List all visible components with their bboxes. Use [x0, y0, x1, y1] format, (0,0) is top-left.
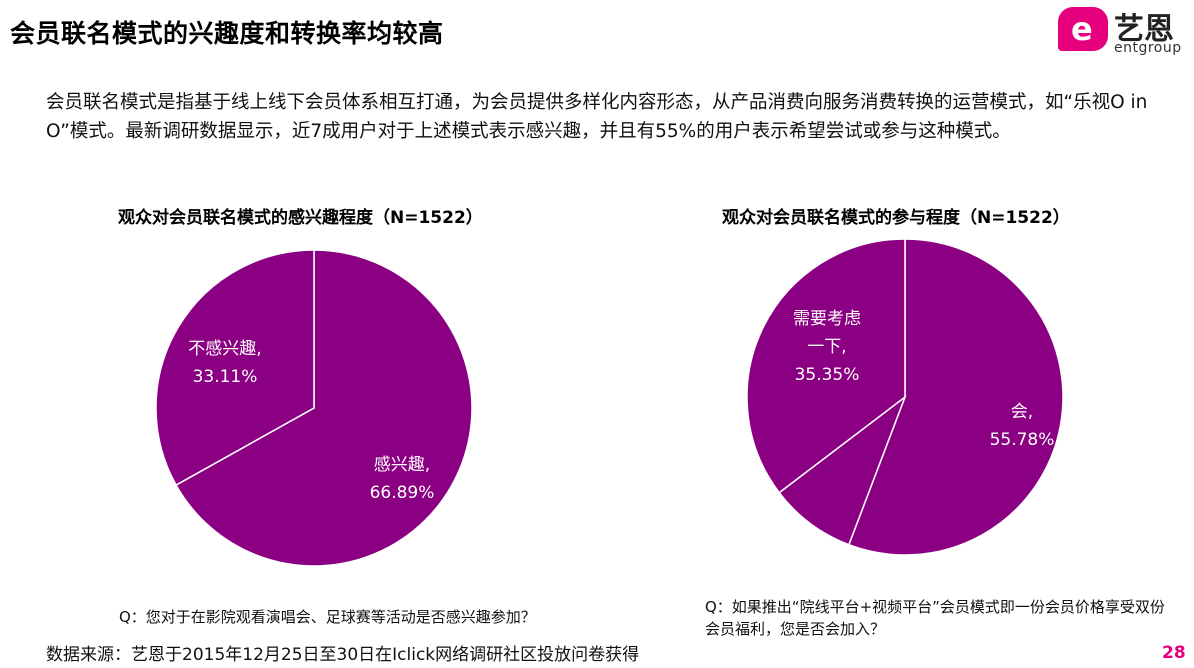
entgroup-logo: e 艺恩 entgroup	[1058, 4, 1190, 56]
page-number: 28	[1162, 643, 1186, 663]
slice-value-label: 35.35%	[795, 365, 860, 385]
chart-title-participation: 观众对会员联名模式的参与程度（N=1522）	[722, 208, 1070, 228]
logo-brand-en: entgroup	[1114, 40, 1182, 56]
question-interest: Q：您对于在影院观看演唱会、足球赛等活动是否感兴趣参加？	[119, 608, 536, 626]
pie-slice	[847, 238, 1064, 556]
slice-value-label: 8.87%	[756, 577, 794, 580]
slice-value-label: 33.11%	[193, 367, 258, 387]
pie-slice	[155, 249, 315, 487]
question-participation: Q：如果推出“院线平台+视频平台”会员模式即一份会员价格享受双份会员福利，您是否…	[705, 598, 1165, 638]
logo-brand-cn: 艺恩	[1114, 12, 1174, 47]
pie-slice	[778, 394, 907, 546]
pie-slice	[746, 238, 906, 494]
slice-category-label: 一下,	[807, 337, 846, 357]
logo-mark-icon: e	[1058, 7, 1108, 51]
chart-title-interest: 观众对会员联名模式的感兴趣程度（N=1522）	[118, 208, 483, 228]
page-title: 会员联名模式的兴趣度和转换率均较高	[10, 19, 444, 48]
pie-slice	[175, 249, 473, 567]
slice-category-label: 感兴趣,	[374, 455, 430, 475]
slice-category-label: 不会,	[761, 549, 789, 563]
intro-paragraph: 会员联名模式是指基于线上线下会员体系相互打通，为会员提供多样化内容形态，从产品消…	[46, 92, 1148, 142]
data-source-note: 数据来源：艺恩于2015年12月25日至30日在Iclick网络调研社区投放问卷…	[46, 645, 640, 665]
slice-category-label: 需要考虑	[793, 309, 861, 329]
slice-value-label: 66.89%	[370, 483, 435, 503]
slice-category-label: 会,	[1011, 402, 1033, 422]
slice-category-label: 不感兴趣,	[188, 339, 261, 359]
pie-chart-interest: 感兴趣, 66.89% 不感兴趣, 33.11%	[155, 249, 473, 567]
slice-value-label: 55.78%	[990, 430, 1055, 450]
